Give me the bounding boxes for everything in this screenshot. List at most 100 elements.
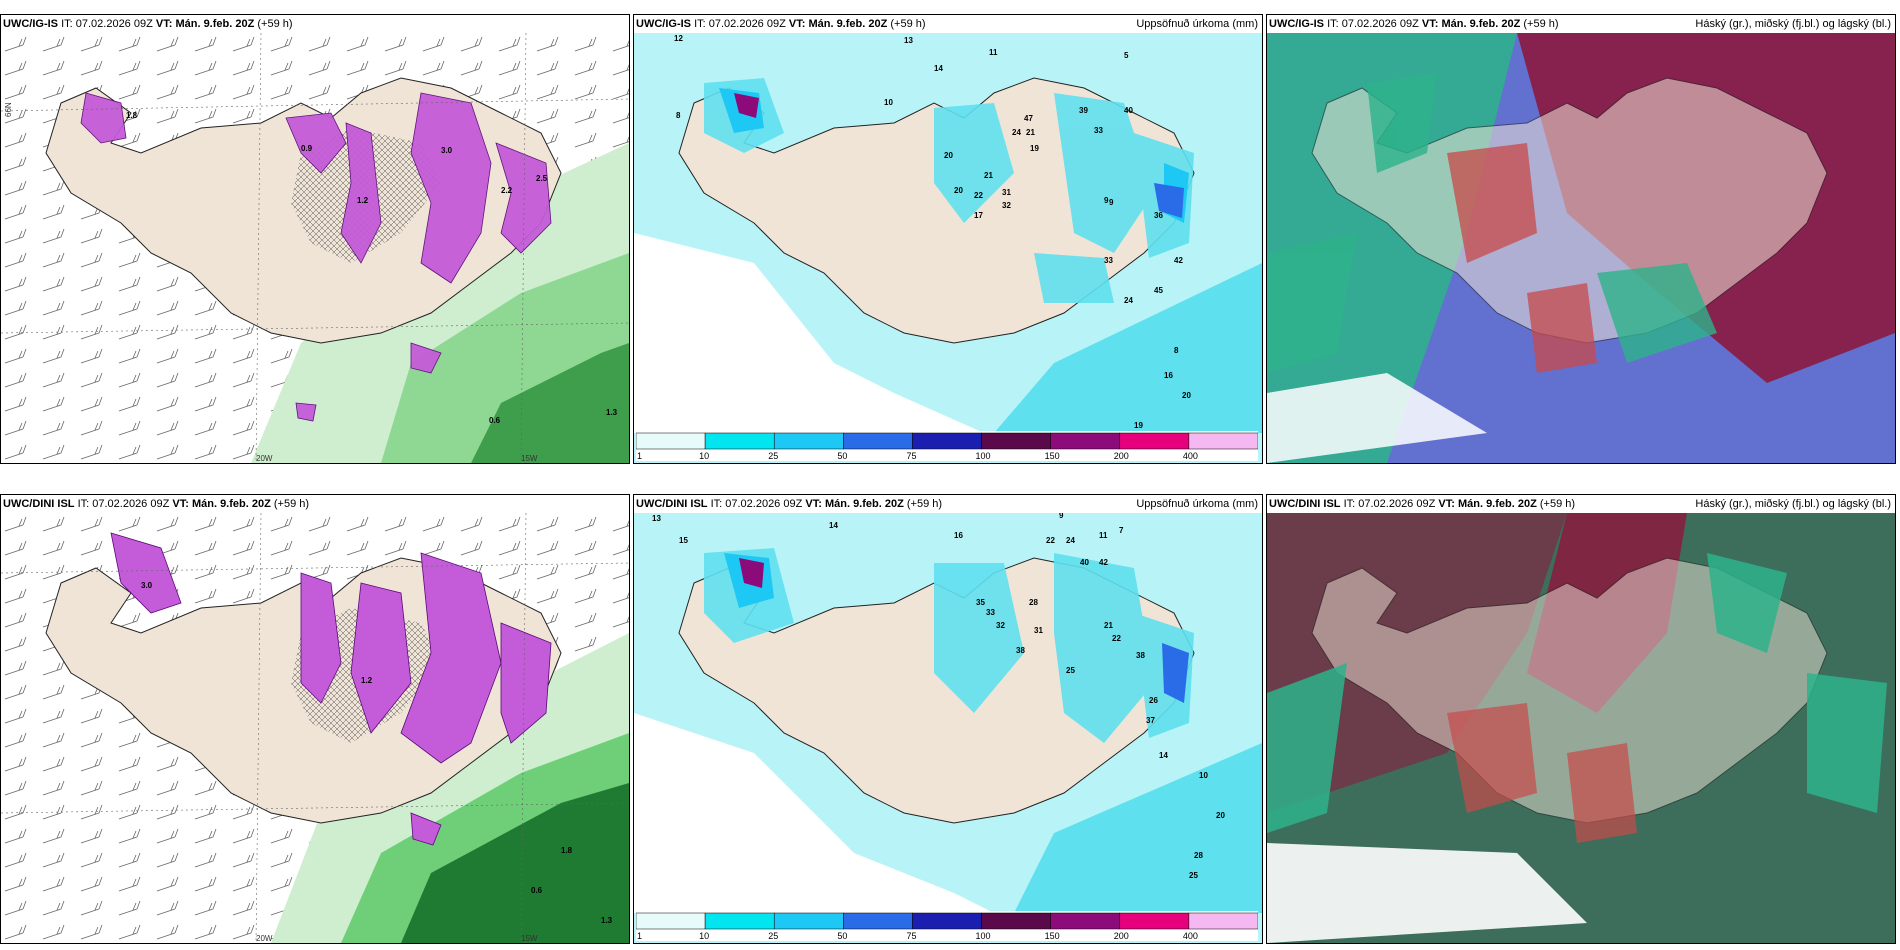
colorbar-swatch <box>636 432 706 450</box>
colorbar-swatch <box>1119 912 1190 930</box>
svg-text:13: 13 <box>904 36 913 45</box>
svg-text:35: 35 <box>976 598 985 607</box>
colorbar-swatch <box>1119 432 1190 450</box>
colorbar-swatch <box>843 912 913 930</box>
svg-text:42: 42 <box>1099 558 1108 567</box>
clouds-title: Háský (gr.), miðský (fj.bl.) og lágský (… <box>1695 18 1891 30</box>
svg-text:1.8: 1.8 <box>561 846 573 855</box>
svg-text:15: 15 <box>679 536 688 545</box>
svg-text:33: 33 <box>1094 126 1103 135</box>
svg-text:25: 25 <box>1189 871 1198 880</box>
svg-text:5: 5 <box>1124 51 1129 60</box>
colorbar-swatch <box>981 912 1051 930</box>
clouds-map <box>1267 33 1895 463</box>
svg-text:21: 21 <box>984 171 993 180</box>
colorbar-swatch <box>636 912 706 930</box>
colorbar-swatch <box>1050 912 1121 930</box>
colorbar-swatch <box>1188 912 1258 930</box>
precip-title: Uppsöfnuð úrkoma (mm) <box>1136 18 1258 30</box>
colorbar-swatch <box>912 432 982 450</box>
svg-text:40: 40 <box>1124 106 1133 115</box>
svg-text:16: 16 <box>1164 371 1173 380</box>
colorbar-swatch <box>981 432 1051 450</box>
svg-text:1.2: 1.2 <box>357 196 369 205</box>
svg-text:28: 28 <box>1029 598 1038 607</box>
svg-text:2.2: 2.2 <box>501 186 513 195</box>
precip-map: 12 13 14 11 10 8 5 40 47 39 33 24 21 19 … <box>634 33 1262 463</box>
clouds-map <box>1267 513 1895 943</box>
colorbar-swatch <box>912 912 982 930</box>
svg-text:19: 19 <box>1134 421 1143 430</box>
svg-text:20W: 20W <box>256 934 273 943</box>
svg-text:24: 24 <box>1012 128 1021 137</box>
snow-map: 66N 20W 15W 0.6 1.3 1.8 2.5 0.9 1.2 3.0 … <box>1 33 629 463</box>
colorbar-tick-label: 75 <box>906 931 916 941</box>
colorbar-tick-label: 200 <box>1114 931 1129 941</box>
svg-text:10: 10 <box>1199 771 1208 780</box>
svg-text:12: 12 <box>674 34 683 43</box>
svg-text:0.6: 0.6 <box>489 416 501 425</box>
svg-text:17: 17 <box>974 211 983 220</box>
svg-text:40: 40 <box>1080 558 1089 567</box>
panel-title: UWC/DINI ISL IT: 07.02.2026 09Z VT: Mán.… <box>1 495 629 513</box>
svg-text:14: 14 <box>829 521 838 530</box>
panel-precip-top: UWC/IG-IS IT: 07.02.2026 09Z VT: Mán. 9.… <box>633 14 1263 464</box>
svg-text:14: 14 <box>1159 751 1168 760</box>
panel-clouds-bottom: UWC/DINI ISL IT: 07.02.2026 09Z VT: Mán.… <box>1266 494 1896 944</box>
svg-text:47: 47 <box>1024 114 1033 123</box>
svg-text:8: 8 <box>676 111 681 120</box>
colorbar-tick-label: 50 <box>837 451 847 461</box>
svg-text:1.2: 1.2 <box>361 676 373 685</box>
svg-text:26: 26 <box>1149 696 1158 705</box>
colorbar-swatch <box>1050 432 1121 450</box>
lon-label: 15W <box>521 454 538 463</box>
lon-label: 20W <box>256 454 273 463</box>
colorbar-tick-label: 25 <box>768 931 778 941</box>
panel-title: UWC/DINI ISL IT: 07.02.2026 09Z VT: Mán.… <box>1267 495 1895 513</box>
svg-text:24: 24 <box>1066 536 1075 545</box>
svg-text:3.0: 3.0 <box>441 146 453 155</box>
colorbar-tick-label: 10 <box>699 931 709 941</box>
colorbar-swatch <box>704 432 775 450</box>
svg-text:32: 32 <box>1002 201 1011 210</box>
svg-text:1.3: 1.3 <box>606 408 618 417</box>
colorbar-tick-label: 100 <box>976 931 991 941</box>
svg-text:13: 13 <box>652 514 661 523</box>
valid-time: Mán. 9.feb. 20Z <box>175 18 255 30</box>
colorbar-tick-label: 1 <box>637 931 642 941</box>
svg-text:15W: 15W <box>521 934 538 943</box>
svg-text:38: 38 <box>1136 651 1145 660</box>
svg-text:38: 38 <box>1016 646 1025 655</box>
svg-text:2.5: 2.5 <box>536 174 548 183</box>
svg-text:31: 31 <box>1034 626 1043 635</box>
svg-text:36: 36 <box>1154 211 1163 220</box>
colorbar-tick-label: 400 <box>1183 451 1198 461</box>
svg-text:22: 22 <box>1046 536 1055 545</box>
lead-time: (+59 h) <box>257 18 293 30</box>
colorbar-tick-label: 150 <box>1045 451 1060 461</box>
lat-label: 66N <box>4 102 13 117</box>
panel-precip-bottom: UWC/DINI ISL IT: 07.02.2026 09Z VT: Mán.… <box>633 494 1263 944</box>
svg-text:19: 19 <box>1030 144 1039 153</box>
svg-text:37: 37 <box>1146 716 1155 725</box>
colorbar-tick-label: 50 <box>837 931 847 941</box>
svg-text:22: 22 <box>974 191 983 200</box>
colorbar-tick-label: 10 <box>699 451 709 461</box>
svg-text:31: 31 <box>1002 188 1011 197</box>
svg-text:9: 9 <box>1059 513 1064 520</box>
colorbar-swatch <box>773 912 844 930</box>
svg-text:1.8: 1.8 <box>126 111 138 120</box>
colorbar-tick-label: 200 <box>1114 451 1129 461</box>
svg-text:42: 42 <box>1174 256 1183 265</box>
svg-text:8: 8 <box>1174 346 1179 355</box>
svg-text:0.6: 0.6 <box>531 886 543 895</box>
svg-text:20: 20 <box>1216 811 1225 820</box>
svg-text:28: 28 <box>1194 851 1203 860</box>
colorbar-tick-label: 400 <box>1183 931 1198 941</box>
svg-text:11: 11 <box>989 48 998 57</box>
colorbar-swatch <box>1188 432 1258 450</box>
svg-text:45: 45 <box>1154 286 1163 295</box>
colorbar-tick-label: 150 <box>1045 931 1060 941</box>
snow-map: 20W 15W 0.6 1.3 1.8 3.0 1.2 <box>1 513 629 943</box>
svg-text:7: 7 <box>1119 526 1124 535</box>
